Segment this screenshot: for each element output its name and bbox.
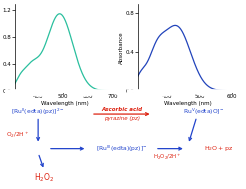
Text: $[\mathrm{Ru^{II}(edta)(pz)}]^{2-}$: $[\mathrm{Ru^{II}(edta)(pz)}]^{2-}$ (11, 106, 65, 117)
Text: $\mathrm{H_2O + pz}$: $\mathrm{H_2O + pz}$ (204, 144, 233, 153)
Text: $\mathrm{O_2/2H^+}$: $\mathrm{O_2/2H^+}$ (6, 130, 29, 140)
Y-axis label: Absorbance: Absorbance (119, 31, 124, 64)
X-axis label: Wavelength (nm): Wavelength (nm) (164, 101, 212, 106)
Text: Ascorbic acid: Ascorbic acid (101, 107, 142, 112)
Text: $\mathrm{H_2O_2/2H^+}$: $\mathrm{H_2O_2/2H^+}$ (154, 152, 182, 162)
Text: $[\mathrm{Ru^{III}(edta)(pz)}]^{-}$: $[\mathrm{Ru^{III}(edta)(pz)}]^{-}$ (96, 143, 148, 154)
Y-axis label: Absorbance: Absorbance (0, 31, 1, 64)
Text: pyrazine (pz): pyrazine (pz) (104, 116, 140, 121)
Text: $\mathrm{H_2O_2}$: $\mathrm{H_2O_2}$ (34, 171, 55, 184)
X-axis label: Wavelength (nm): Wavelength (nm) (41, 101, 89, 106)
Text: $\mathrm{Ru^{V}(edta)O]}^{-}$: $\mathrm{Ru^{V}(edta)O]}^{-}$ (184, 106, 225, 117)
